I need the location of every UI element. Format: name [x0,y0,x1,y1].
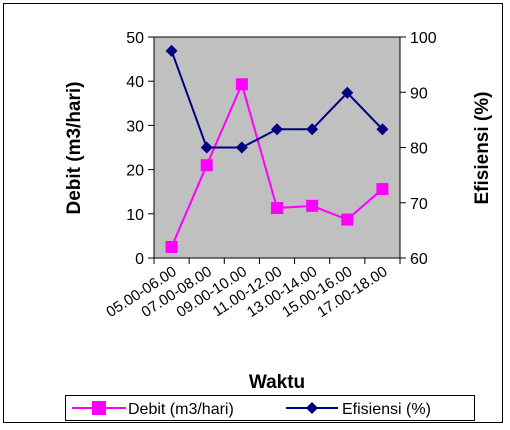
debit-point [235,78,248,91]
legend-box [65,395,475,421]
legend-efisiensi-label: Efisiensi (%) [342,401,431,418]
debit-point [376,183,389,196]
y2-tick-label: 80 [410,141,428,158]
debit-point [306,199,319,212]
debit-point [165,240,178,253]
legend-debit-marker [92,401,106,415]
efisiensi-point [341,86,354,99]
y-tick-label: 50 [126,30,144,47]
efisiensi-point [200,141,213,154]
x-axis-label: Waktu [249,372,305,393]
efisiensi-point [376,123,389,136]
legend-debit-label: Debit (m3/hari) [128,401,234,418]
y-tick-label: 40 [126,74,144,91]
legend: Debit (m3/hari) Efisiensi (%) [65,395,475,421]
efisiensi-point [235,141,248,154]
legend-efisiensi-marker [306,402,318,414]
y-tick-label: 0 [135,251,144,268]
debit-point [200,159,213,172]
plot-area [153,36,401,259]
y-axis-label: Debit (m3/hari) [64,81,85,214]
y2-axis-label: Efisiensi (%) [472,92,493,205]
y-tick-label: 10 [126,207,144,224]
y2-tick-label: 70 [410,196,428,213]
y2-tick-label: 100 [410,30,437,47]
series-layer [165,44,389,253]
debit-point [271,202,283,215]
y-tick-label: 30 [126,118,144,135]
y-tick-label: 20 [126,163,144,180]
y2-tick-label: 90 [410,85,428,102]
efisiensi-point [306,123,319,136]
debit-point [341,213,354,226]
y2-tick-label: 60 [410,251,428,268]
efisiensi-point [271,123,283,136]
efisiensi-point [165,44,178,57]
